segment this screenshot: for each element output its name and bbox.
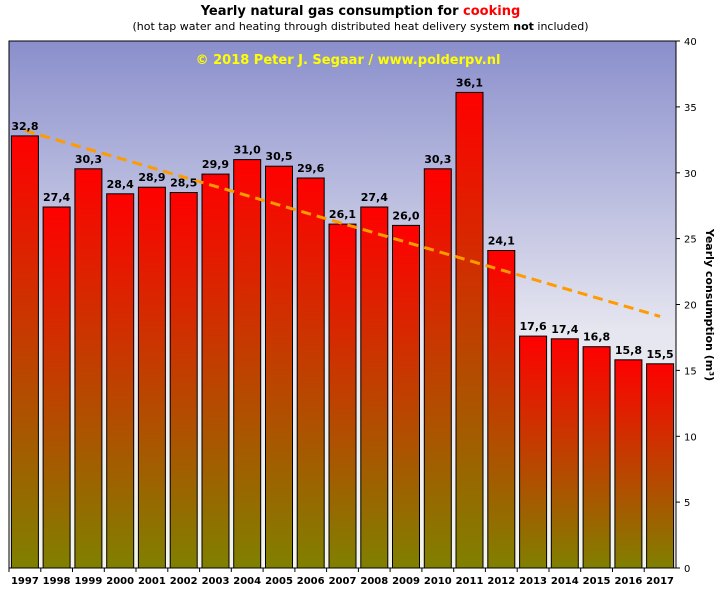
title-main: Yearly natural gas consumption for (200, 4, 459, 19)
bar-2007 (328, 223, 357, 569)
x-tick-label: 2003 (202, 576, 230, 587)
bar-2009 (392, 224, 420, 569)
trendline (24, 129, 661, 318)
subtitle-bold: not (513, 20, 534, 33)
copyright-watermark: © 2018 Peter J. Segaar / www.polderpv.nl (196, 53, 501, 68)
bar-2000 (106, 193, 135, 569)
bar-2006 (296, 177, 325, 569)
bar-2002 (169, 192, 198, 569)
x-tick-label: 2008 (360, 576, 388, 587)
y-axis-label: Yearly consumption (m³) (703, 228, 716, 381)
x-tick-label: 2004 (233, 576, 261, 587)
title-highlight: cooking (463, 4, 521, 19)
bar-value-label: 17,4 (551, 323, 578, 336)
bar-value-label: 28,4 (107, 178, 134, 191)
x-tick-label: 2011 (456, 576, 484, 587)
bar-value-label: 16,8 (583, 331, 610, 344)
bar-value-label: 24,1 (488, 235, 515, 248)
bar-value-label: 27,4 (43, 191, 70, 204)
x-tick-label: 2005 (265, 576, 293, 587)
y-tick-label: 15 (684, 366, 697, 377)
y-tick-label: 30 (684, 169, 697, 180)
y-tick-label: 40 (684, 37, 697, 48)
bar-2010 (423, 168, 452, 569)
bar-value-label: 30,3 (75, 153, 102, 166)
bar-value-label: 31,0 (234, 144, 261, 157)
x-tick-label: 2013 (519, 576, 547, 587)
bar-1999 (74, 168, 103, 569)
bar-2001 (137, 186, 166, 569)
x-tick-label: 2010 (424, 576, 452, 587)
bar-2015 (582, 346, 611, 569)
bar-2013 (519, 335, 548, 569)
bar-value-label: 26,0 (392, 209, 419, 222)
bar-2008 (360, 206, 389, 569)
bar-2003 (201, 173, 230, 569)
x-tick-label: 2014 (551, 576, 579, 587)
x-tick-label: 2017 (646, 576, 674, 587)
bar-2004 (233, 159, 262, 569)
bar-value-label: 15,8 (615, 344, 642, 357)
bar-value-label: 36,1 (456, 76, 483, 89)
x-tick-label: 1998 (43, 576, 71, 587)
y-tick-label: 5 (684, 498, 690, 509)
x-tick-label: 2001 (138, 576, 166, 587)
bar-value-label: 26,1 (329, 208, 356, 221)
y-tick-label: 25 (684, 235, 697, 246)
chart-subtitle: (hot tap water and heating through distr… (0, 20, 721, 33)
bar-1998 (42, 206, 71, 569)
bar-value-label: 27,4 (361, 191, 388, 204)
bar-value-label: 15,5 (647, 348, 674, 361)
y-tick-label: 20 (684, 301, 697, 312)
x-tick-label: 2012 (487, 576, 515, 587)
bar-2005 (265, 165, 293, 569)
bar-2014 (550, 338, 579, 569)
x-tick-label: 2002 (170, 576, 198, 587)
bar-2012 (487, 250, 516, 569)
x-tick-label: 2006 (297, 576, 325, 587)
bar-value-label: 28,9 (138, 171, 165, 184)
x-tick-label: 2000 (106, 576, 134, 587)
x-tick-label: 1997 (11, 576, 39, 587)
x-tick-label: 2009 (392, 576, 420, 587)
bar-value-label: 17,6 (520, 320, 547, 333)
y-tick-label: 35 (684, 103, 697, 114)
x-tick-label: 2016 (614, 576, 642, 587)
x-tick-label: 1999 (74, 576, 102, 587)
subtitle-pre: (hot tap water and heating through distr… (132, 20, 510, 33)
y-tick-label: 0 (684, 564, 690, 575)
bar-value-label: 30,3 (424, 153, 451, 166)
x-tick-label: 2015 (583, 576, 611, 587)
bar-value-label: 32,8 (11, 120, 38, 133)
bar-value-label: 29,9 (202, 158, 229, 171)
subtitle-post: included) (537, 20, 589, 33)
y-tick-label: 10 (684, 432, 697, 443)
bar-value-label: 29,6 (297, 162, 324, 175)
bar-1997 (10, 135, 39, 569)
chart-title: Yearly natural gas consumption for cooki… (0, 4, 721, 19)
bar-2017 (646, 363, 675, 569)
bar-value-label: 30,5 (265, 150, 292, 163)
bar-value-label: 28,5 (170, 177, 197, 190)
bar-2011 (455, 91, 484, 569)
bar-2016 (614, 359, 643, 569)
x-tick-label: 2007 (329, 576, 357, 587)
